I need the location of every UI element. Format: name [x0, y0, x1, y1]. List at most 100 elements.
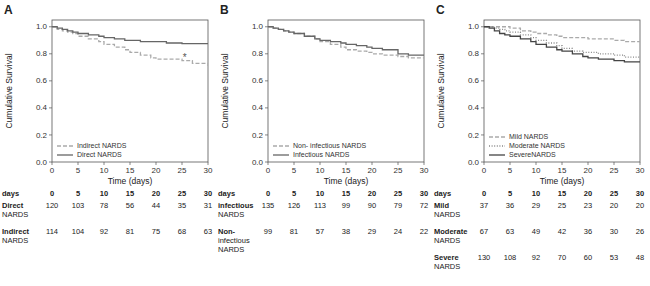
- table-value: 24: [394, 227, 402, 236]
- x-axis-label: Time (days): [540, 176, 585, 186]
- table-day: 20: [368, 189, 376, 198]
- plot-frame: [52, 20, 208, 162]
- x-tick: [614, 162, 615, 165]
- y-tick-label: 0.6: [36, 76, 48, 85]
- table-value: 57: [316, 227, 324, 236]
- table-value: 22: [420, 227, 428, 236]
- chart: A0.00.20.40.60.81.0051015202530Time (day…: [0, 0, 650, 286]
- legend: Indirect NARDSDirect NARDS: [57, 142, 127, 158]
- x-tick: [208, 162, 209, 165]
- y-tick-label: 0.6: [468, 76, 480, 85]
- table-row-label-line: Direct: [2, 201, 24, 210]
- table-value: 30: [610, 227, 618, 236]
- table-header: days: [2, 189, 19, 198]
- table-value: 36: [506, 201, 514, 210]
- table-row-label-line: Mild: [434, 201, 449, 210]
- x-tick-label: 5: [292, 166, 297, 175]
- table-day: 5: [508, 189, 512, 198]
- table-day: 15: [558, 189, 566, 198]
- x-tick: [320, 162, 321, 165]
- x-tick-label: 25: [610, 166, 619, 175]
- x-tick: [346, 162, 347, 165]
- table-day: 0: [482, 189, 486, 198]
- y-tick-label: 0.0: [36, 158, 48, 167]
- y-tick: [481, 162, 484, 163]
- table-row-label-line: Indirect: [2, 227, 30, 236]
- x-tick: [294, 162, 295, 165]
- table-value: 37: [480, 201, 488, 210]
- y-axis-label: Cumulative Survival: [4, 53, 14, 128]
- y-tick: [481, 134, 484, 135]
- x-tick-label: 30: [420, 166, 429, 175]
- y-tick: [265, 80, 268, 81]
- x-tick-label: 20: [368, 166, 377, 175]
- y-tick: [49, 80, 52, 81]
- y-tick-label: 0.2: [468, 131, 480, 140]
- y-tick-label: 1.0: [252, 22, 264, 31]
- y-tick: [265, 107, 268, 108]
- legend-swatch: [489, 145, 505, 146]
- y-tick-label: 0.6: [252, 76, 264, 85]
- legend-label: SevereNARDS: [509, 151, 556, 158]
- x-tick-label: 30: [204, 166, 213, 175]
- table-row-label-line: NARDS: [218, 245, 244, 254]
- table-row-label: infectiousNARDS: [218, 201, 253, 219]
- table-row-label-line: NARDS: [2, 236, 28, 245]
- table-value: 75: [152, 227, 160, 236]
- table-value: 108: [504, 253, 517, 262]
- table-day: 0: [50, 189, 54, 198]
- table-value: 92: [532, 253, 540, 262]
- legend-label: Mild NARDS: [509, 133, 549, 140]
- survival-step-line: [484, 27, 640, 42]
- table-value: 38: [342, 227, 350, 236]
- table-value: 29: [368, 227, 376, 236]
- y-tick-label: 0.2: [36, 131, 48, 140]
- table-day: 20: [584, 189, 592, 198]
- legend-swatch: [489, 154, 505, 155]
- y-tick: [49, 53, 52, 54]
- table-value: 114: [46, 227, 58, 236]
- table-row-label-line: Moderate: [434, 227, 467, 236]
- table-value: 99: [264, 227, 272, 236]
- x-tick-label: 25: [394, 166, 403, 175]
- table-value: 92: [100, 227, 108, 236]
- survival-step-line: [268, 27, 424, 58]
- survival-step-line: [484, 27, 640, 62]
- table-row-label-line: NARDS: [434, 210, 460, 219]
- table-value: 23: [584, 201, 592, 210]
- x-tick: [182, 162, 183, 165]
- x-tick-label: 5: [76, 166, 81, 175]
- y-tick: [49, 134, 52, 135]
- y-tick: [481, 107, 484, 108]
- x-tick-label: 30: [636, 166, 645, 175]
- table-header: days: [218, 189, 235, 198]
- x-axis-label: Time (days): [108, 176, 153, 186]
- panel: C0.00.20.40.60.81.0051015202530Time (day…: [434, 3, 645, 271]
- table-row-label-line: NARDS: [218, 210, 244, 219]
- table-row-label-line: infectious: [218, 236, 250, 245]
- legend-label: Indirect NARDS: [77, 142, 127, 149]
- x-tick: [562, 162, 563, 165]
- table-value: 56: [126, 201, 134, 210]
- y-tick-label: 0.2: [252, 131, 264, 140]
- table-day: 25: [610, 189, 618, 198]
- y-axis-label: Cumulative Survival: [220, 53, 230, 128]
- x-tick: [78, 162, 79, 165]
- risk-table: days051015202530infectiousNARDS135126113…: [218, 189, 428, 254]
- risk-table: days051015202530MildNARDS37362925232020M…: [434, 189, 644, 271]
- table-value: 103: [72, 201, 85, 210]
- table-value: 20: [610, 201, 618, 210]
- table-value: 68: [178, 227, 186, 236]
- table-value: 79: [394, 201, 402, 210]
- x-tick-label: 15: [126, 166, 135, 175]
- y-tick-label: 0.8: [36, 49, 48, 58]
- series-group: [268, 27, 424, 58]
- table-row-label: Non-infectiousNARDS: [218, 227, 250, 254]
- y-tick: [49, 26, 52, 27]
- x-tick-label: 0: [266, 166, 271, 175]
- plot-frame: [268, 20, 424, 162]
- survival-step-line: [52, 27, 208, 45]
- panel: B0.00.20.40.60.81.0051015202530Time (day…: [218, 3, 429, 254]
- legend-swatch: [273, 154, 289, 155]
- title: C: [436, 3, 445, 17]
